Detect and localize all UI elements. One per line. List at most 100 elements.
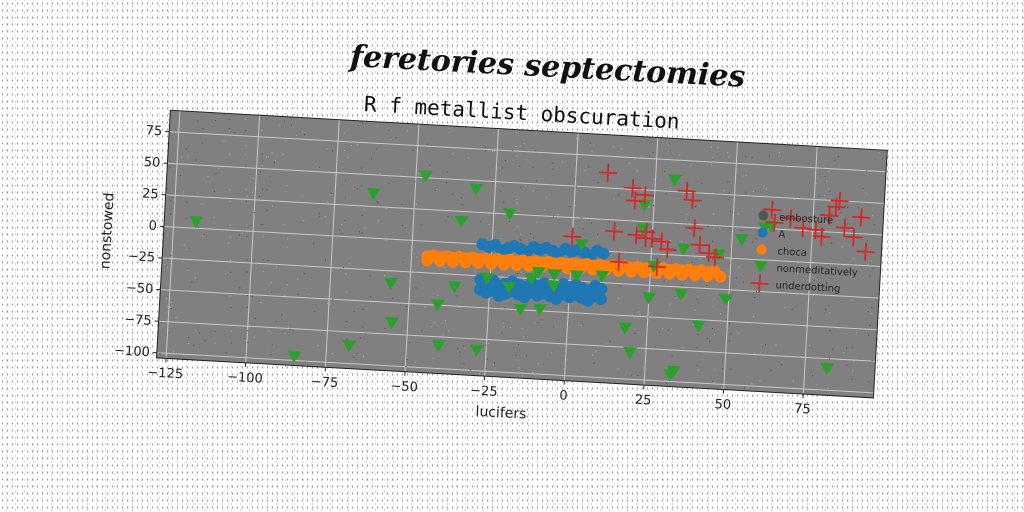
noise-dot [303, 273, 305, 275]
noise-dot [503, 201, 505, 203]
noise-dot [668, 144, 670, 146]
noise-dot [246, 271, 248, 273]
noise-dot [376, 148, 378, 150]
y-tick-label: 75 [145, 123, 162, 139]
noise-dot [344, 132, 346, 134]
noise-dot [283, 224, 285, 226]
scatter-point-nonmeditatively [637, 199, 652, 212]
noise-dot [202, 142, 204, 144]
noise-dot [228, 118, 230, 120]
noise-dot [169, 160, 171, 162]
noise-dot [167, 258, 169, 260]
noise-dot [521, 375, 523, 377]
noise-dot [187, 342, 189, 344]
noise-dot [365, 333, 367, 335]
grid-line-x [245, 115, 261, 363]
legend-marker-embosture [758, 210, 769, 221]
noise-dot [332, 298, 334, 300]
noise-dot [179, 175, 181, 177]
noise-dot [470, 369, 472, 371]
noise-dot [356, 353, 358, 355]
noise-dot [738, 266, 740, 268]
noise-dot [191, 281, 193, 283]
noise-dot [361, 214, 363, 216]
scatter-point-nonmeditatively [666, 365, 681, 378]
noise-dot [867, 334, 870, 336]
noise-dot [827, 188, 830, 190]
noise-dot [592, 354, 594, 356]
noise-dot [855, 332, 857, 334]
noise-dot [534, 375, 536, 377]
noise-dot [253, 211, 255, 213]
noise-dot [432, 357, 434, 359]
noise-dot [362, 326, 364, 328]
noise-dot [376, 201, 378, 203]
noise-dot [791, 308, 793, 310]
noise-dot [667, 329, 669, 331]
noise-dot [837, 155, 839, 157]
noise-dot [502, 322, 505, 324]
noise-dot [784, 307, 786, 309]
noise-dot [195, 330, 197, 332]
noise-dot [418, 172, 420, 174]
noise-dot [234, 132, 236, 134]
noise-dot [377, 220, 379, 222]
noise-dot [711, 327, 713, 330]
noise-dot [639, 313, 641, 315]
noise-dot [430, 326, 432, 328]
noise-dot [361, 185, 363, 187]
noise-dot [229, 154, 231, 156]
noise-dot [412, 149, 414, 151]
legend-marker-nonmeditatively [753, 260, 768, 273]
noise-dot [669, 143, 671, 145]
noise-dot [755, 290, 757, 292]
noise-dot [669, 240, 671, 242]
noise-dot [582, 323, 584, 325]
noise-dot [166, 188, 168, 190]
noise-dot [298, 138, 300, 140]
noise-dot [664, 171, 666, 173]
noise-dot [697, 302, 699, 304]
noise-dot [214, 331, 216, 333]
scatter-point-choca [701, 269, 714, 282]
noise-dot [516, 155, 518, 157]
noise-dot [882, 157, 884, 159]
noise-dot [260, 301, 262, 304]
noise-dot [612, 198, 615, 200]
noise-dot [593, 362, 595, 364]
noise-dot [262, 259, 264, 261]
noise-dot [584, 170, 586, 172]
noise-dot [376, 126, 378, 128]
noise-dot [290, 117, 292, 119]
noise-dot [442, 334, 444, 336]
noise-dot [818, 195, 820, 197]
noise-dot [421, 330, 423, 332]
noise-dot [694, 309, 696, 311]
noise-dot [164, 263, 166, 265]
noise-dot [463, 345, 465, 347]
noise-dot [522, 336, 525, 338]
x-tick-label: −50 [390, 379, 418, 396]
noise-dot [518, 367, 520, 369]
noise-dot [186, 201, 188, 203]
scatter-point-underdotting [643, 229, 662, 248]
noise-dot [552, 215, 554, 217]
noise-dot [245, 145, 247, 147]
noise-dot [826, 180, 828, 182]
noise-dot [286, 284, 288, 286]
noise-dot [694, 256, 696, 258]
noise-dot [342, 267, 345, 269]
y-tick-label: 0 [148, 219, 157, 234]
grid-line-x [723, 141, 739, 390]
noise-dot [866, 169, 868, 171]
noise-dot [297, 278, 299, 280]
noise-dot [262, 200, 264, 202]
noise-dot [591, 150, 593, 152]
noise-dot [710, 146, 712, 148]
noise-dot [456, 295, 458, 297]
plus-v-stroke [843, 218, 846, 237]
noise-dot [262, 271, 264, 273]
noise-dot [395, 137, 397, 139]
noise-dot [793, 198, 795, 200]
noise-dot [361, 167, 363, 169]
